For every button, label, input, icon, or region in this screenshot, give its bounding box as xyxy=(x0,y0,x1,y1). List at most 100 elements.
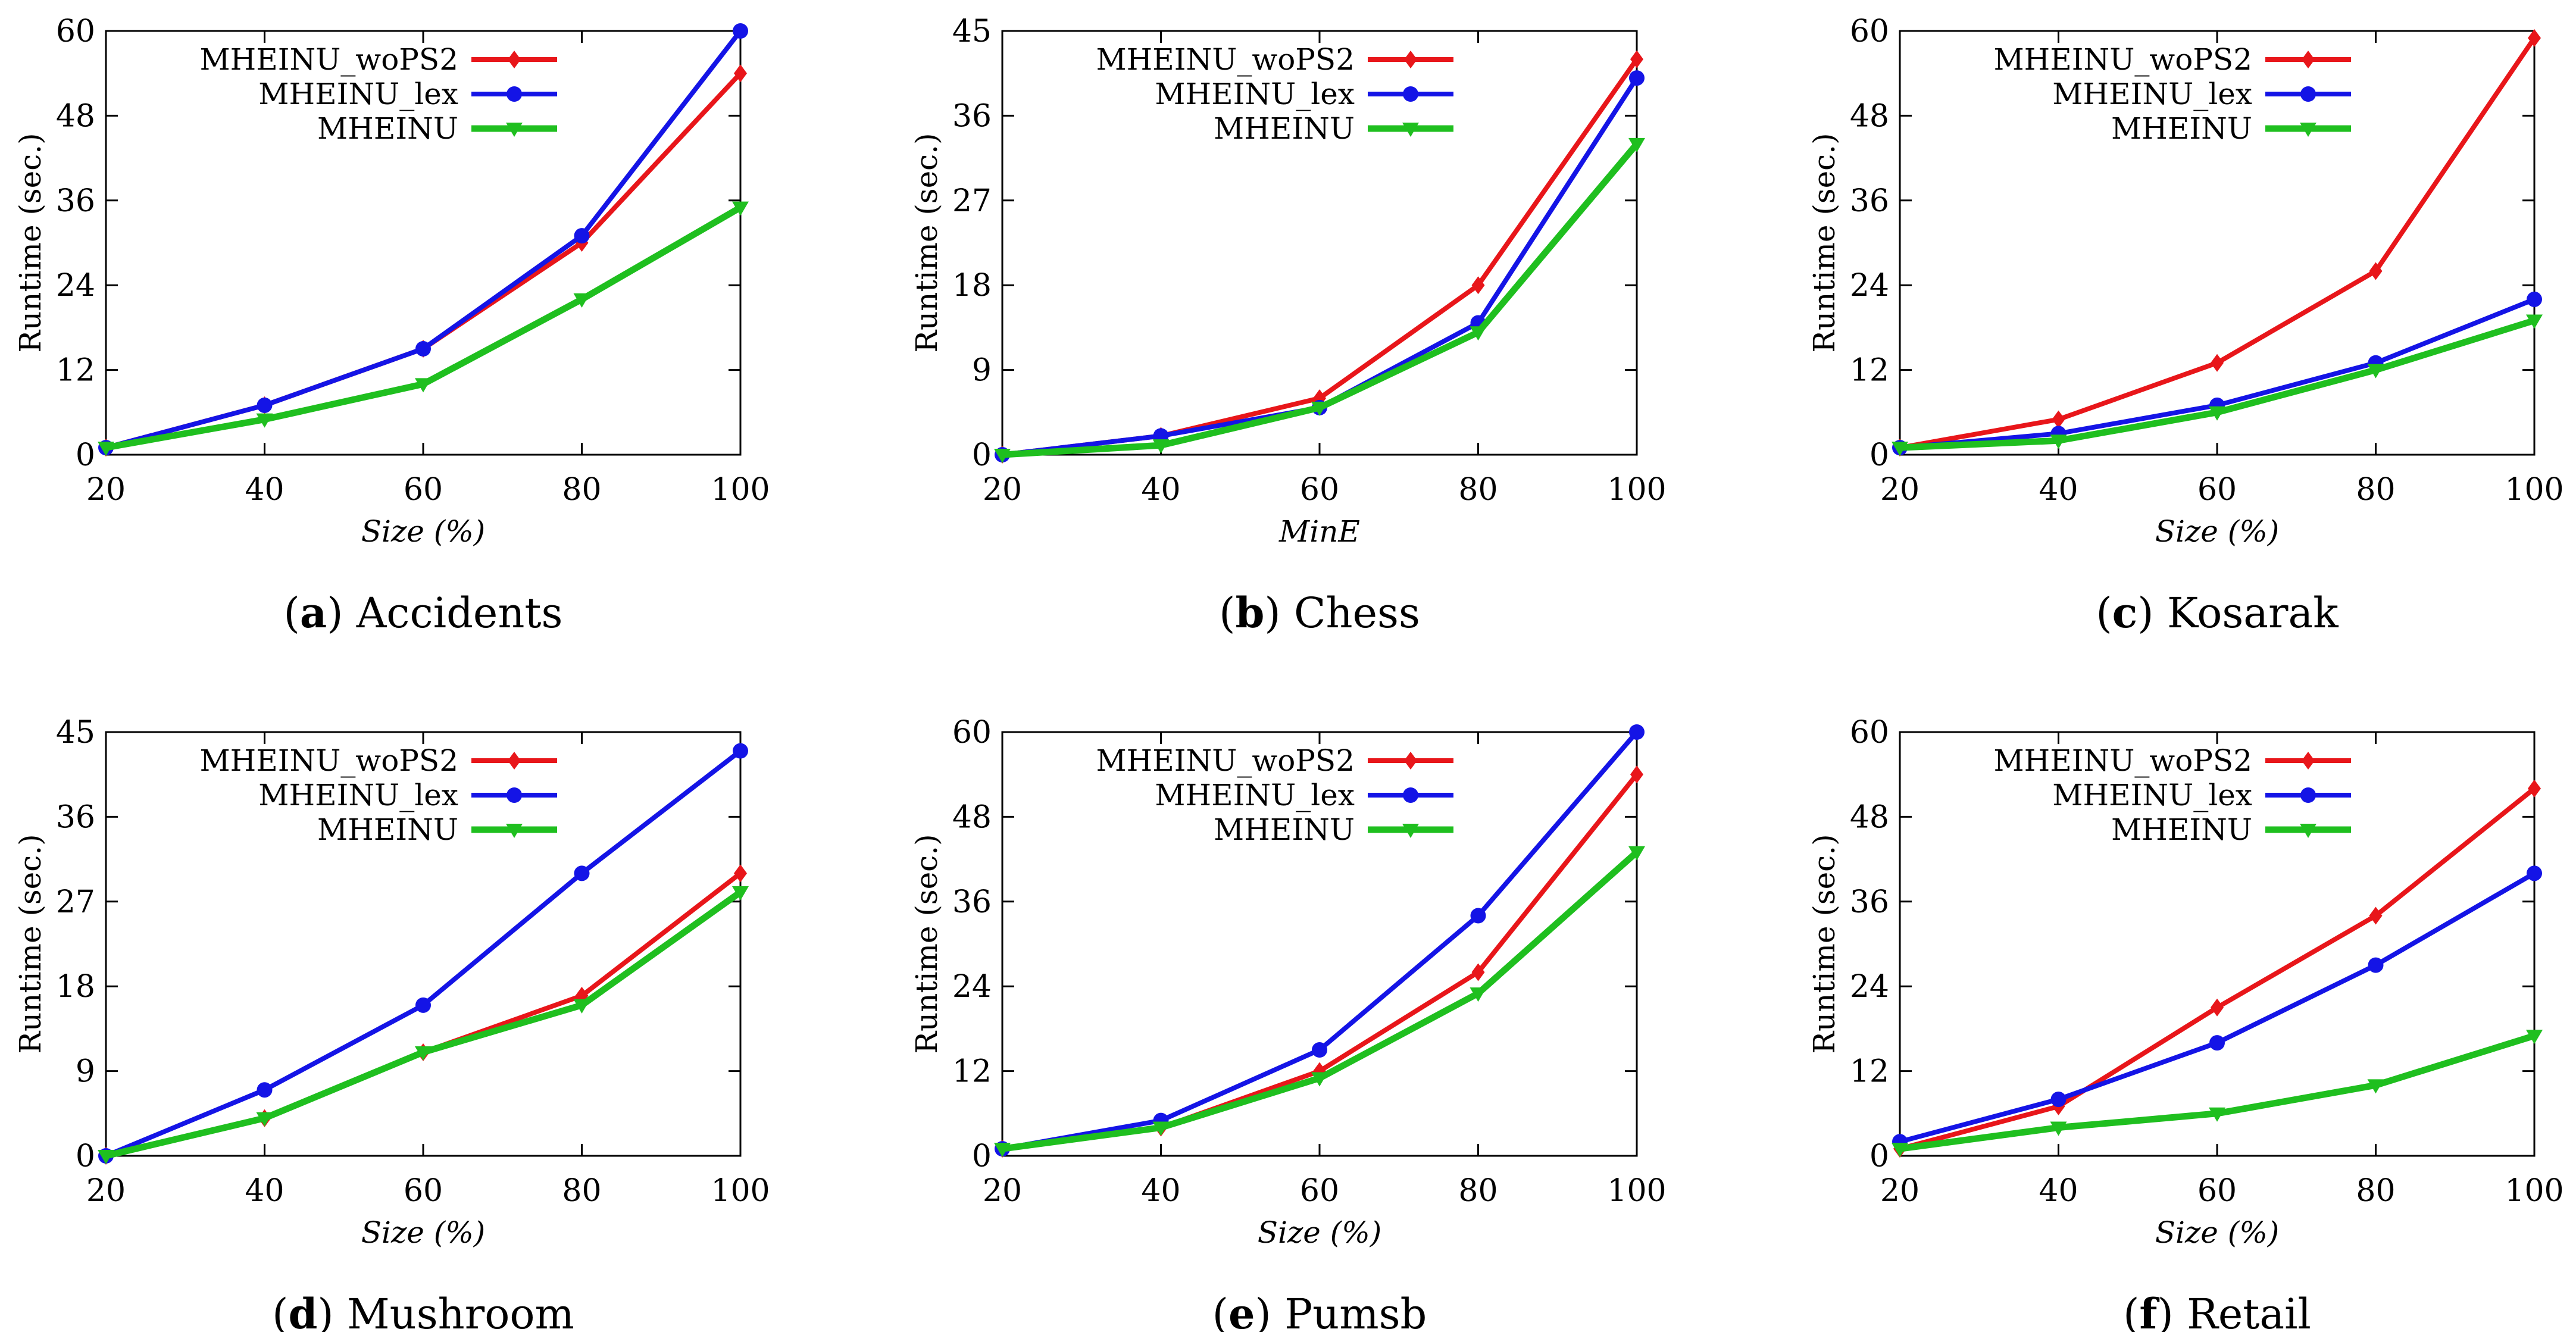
x-tick-label: 60 xyxy=(2197,1173,2237,1209)
legend-marker xyxy=(1403,787,1418,803)
legend-label: MHEINU xyxy=(2111,111,2252,146)
caption-close-paren: ) xyxy=(317,1290,347,1332)
data-point xyxy=(2528,779,2541,798)
data-point xyxy=(415,378,432,393)
y-tick-label: 60 xyxy=(1850,715,1889,751)
legend-marker xyxy=(506,824,523,838)
chart-panel-e: 0 12 24 36 48 60 20 40 60 80 100 Size (%) Runtime (s… xyxy=(909,715,1667,1332)
panel-caption: (e) Pumsb xyxy=(1212,1289,1427,1332)
x-tick-label: 20 xyxy=(1880,1173,1920,1209)
caption-close-paren: ) xyxy=(1255,1290,1285,1332)
y-tick-label: 36 xyxy=(1850,183,1889,219)
y-axis-label: Runtime (sec.) xyxy=(1807,133,1842,352)
y-tick-label: 36 xyxy=(56,183,95,219)
series-line xyxy=(105,871,742,1158)
legend-label: MHEINU xyxy=(317,812,458,847)
y-tick-label: 60 xyxy=(56,14,95,49)
data-point xyxy=(2369,906,2383,925)
data-point xyxy=(2050,1121,2067,1136)
series-line xyxy=(105,204,742,451)
x-tick-label: 100 xyxy=(1607,1173,1666,1209)
legend-marker xyxy=(506,123,523,137)
y-tick-label: 12 xyxy=(56,353,95,389)
x-tick-label: 60 xyxy=(404,1173,443,1209)
y-tick-label: 9 xyxy=(76,1054,95,1090)
y-tick-label: 18 xyxy=(56,969,95,1005)
data-point xyxy=(1152,1121,1170,1136)
data-point xyxy=(1470,908,1486,924)
x-tick-label: 100 xyxy=(711,1173,770,1209)
y-tick-label: 0 xyxy=(76,437,95,473)
data-point xyxy=(732,201,749,216)
x-tick-label: 60 xyxy=(2197,472,2237,508)
data-point xyxy=(574,228,590,244)
x-tick-label: 80 xyxy=(2356,472,2395,508)
caption-dataset-name: Accidents xyxy=(356,589,563,637)
data-point xyxy=(733,743,748,759)
caption-letter: a xyxy=(300,588,327,637)
chart-panel-d: 0 9 18 27 36 45 20 40 60 80 100 Size (%) Runtime (se… xyxy=(13,715,770,1332)
x-tick-label: 20 xyxy=(1880,472,1920,508)
panel-caption: (c) Kosarak xyxy=(2096,588,2339,637)
panel-caption: (a) Accidents xyxy=(284,588,563,637)
legend-marker xyxy=(507,86,522,102)
legend-marker xyxy=(2300,123,2316,137)
x-tick-label: 40 xyxy=(245,1173,284,1209)
x-tick-label: 80 xyxy=(1458,1173,1498,1209)
data-point xyxy=(256,1112,273,1127)
y-tick-label: 24 xyxy=(952,969,992,1005)
data-point xyxy=(734,864,747,883)
data-point xyxy=(734,64,747,83)
data-point xyxy=(994,1143,1011,1158)
x-tick-label: 100 xyxy=(2505,1173,2564,1209)
y-tick-label: 60 xyxy=(952,715,992,751)
y-tick-label: 24 xyxy=(1850,268,1889,304)
data-point xyxy=(2050,1092,2067,1108)
y-tick-label: 0 xyxy=(972,1139,992,1174)
data-point xyxy=(415,997,431,1013)
legend-label: MHEINU_lex xyxy=(258,778,458,812)
y-tick-label: 60 xyxy=(1850,14,1889,49)
y-tick-label: 27 xyxy=(952,183,992,219)
x-tick-label: 80 xyxy=(562,472,601,508)
y-tick-label: 0 xyxy=(1870,437,1889,473)
caption-open-paren: ( xyxy=(1212,1290,1228,1332)
legend-label: MHEINU_woPS2 xyxy=(199,42,458,77)
caption-open-paren: ( xyxy=(1219,589,1235,637)
data-point xyxy=(1311,401,1328,416)
x-tick-label: 60 xyxy=(1300,1173,1339,1209)
data-point xyxy=(573,293,590,308)
y-tick-label: 12 xyxy=(1850,1054,1889,1090)
legend-marker xyxy=(2302,51,2315,68)
data-point xyxy=(2367,1079,2384,1094)
panel-caption: (f) Retail xyxy=(2123,1289,2311,1332)
y-axis-label: Runtime (sec.) xyxy=(909,834,944,1053)
x-tick-label: 80 xyxy=(562,1173,601,1209)
series-line xyxy=(1899,1033,2536,1152)
data-point xyxy=(1628,137,1645,152)
y-tick-label: 24 xyxy=(56,268,95,304)
data-point xyxy=(1311,1072,1328,1087)
y-tick-label: 48 xyxy=(1850,799,1889,835)
caption-dataset-name: Retail xyxy=(2187,1290,2311,1332)
caption-letter: d xyxy=(288,1289,317,1332)
data-point xyxy=(2050,434,2067,449)
y-tick-label: 12 xyxy=(1850,353,1889,389)
data-point xyxy=(2209,1035,2225,1051)
x-tick-label: 60 xyxy=(404,472,443,508)
data-point xyxy=(574,865,590,881)
legend-label: MHEINU_lex xyxy=(2052,77,2252,111)
legend-label: MHEINU xyxy=(2111,812,2252,847)
data-point xyxy=(733,23,748,39)
legend-marker xyxy=(2300,787,2316,803)
y-tick-label: 0 xyxy=(76,1139,95,1174)
y-tick-label: 12 xyxy=(952,1054,992,1090)
legend-label: MHEINU xyxy=(1214,111,1355,146)
chart-panel-a: 0 12 24 36 48 60 20 40 60 80 100 Size (%) Runtime (s… xyxy=(13,14,770,637)
y-tick-label: 0 xyxy=(972,437,992,473)
caption-open-paren: ( xyxy=(2123,1290,2139,1332)
data-point xyxy=(1471,276,1485,295)
x-tick-label: 100 xyxy=(711,472,770,508)
